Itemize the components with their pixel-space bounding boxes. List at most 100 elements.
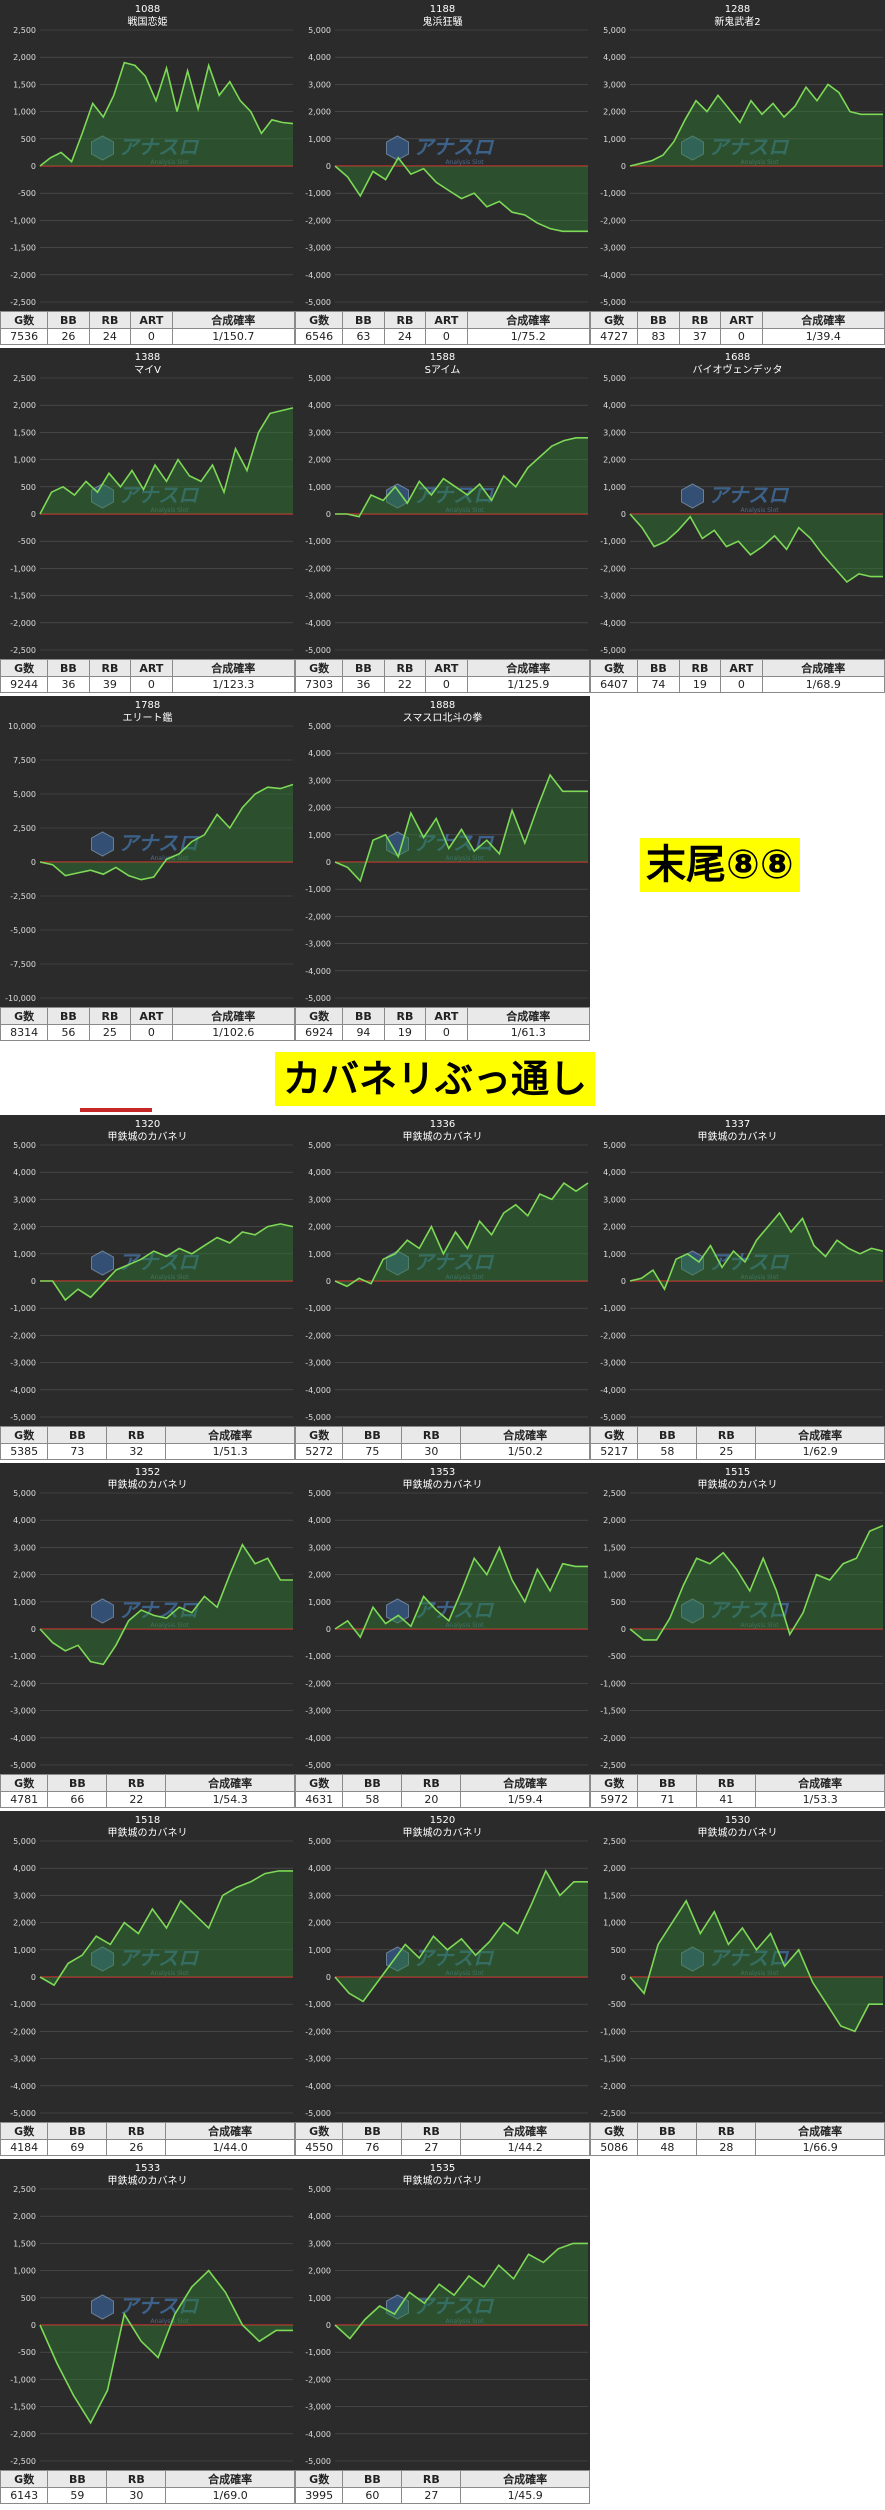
y-tick-label: -1,000 (600, 537, 626, 546)
series-area (335, 2243, 588, 2339)
stats-table: G数 BB RB 合成確率 4550 76 27 1/44.2 (294, 2122, 590, 2156)
stats-value-cell: 58 (637, 1443, 698, 1460)
machine-name: 甲鉄城のカバネリ (698, 1130, 778, 1143)
y-tick-label: 5,000 (603, 26, 626, 35)
y-tick-label: 1,000 (603, 135, 626, 144)
stats-header-cell: ART (130, 1007, 173, 1025)
y-tick-label: -2,000 (600, 216, 626, 225)
y-tick-label: -2,500 (600, 1761, 626, 1770)
machine-number: 1353 (430, 1467, 455, 1478)
machine-panel: 1353 甲鉄城のカバネリ 5,000 4,000 3,000 2,000 1,000 0 -1… (294, 1463, 590, 1808)
stats-table: G数 BB RB 合成確率 4631 58 20 1/59.4 (294, 1774, 590, 1808)
machine-number: 1337 (725, 1119, 750, 1130)
machine-name: 甲鉄城のカバネリ (108, 1478, 188, 1491)
watermark-subtext: Analysis Slot (446, 1274, 485, 1281)
stats-value-cell: 36 (47, 676, 90, 693)
payout-chart: 1388 マイV 2,500 2,000 1,500 1,000 500 0 -500 -1,00… (0, 348, 295, 659)
stats-value-row: 5086 48 28 1/66.9 (589, 2139, 885, 2156)
y-tick-label: 4,000 (13, 1168, 36, 1177)
y-tick-label: -1,500 (600, 1707, 626, 1716)
series-area (335, 1183, 588, 1287)
stats-header-row: G数 BB RB ART 合成確率 (589, 659, 885, 677)
y-tick-label: 2,500 (603, 1837, 626, 1846)
y-tick-label: -500 (18, 189, 36, 198)
watermark-subtext: Analysis Slot (446, 855, 485, 862)
stats-header-cell: BB (47, 311, 90, 329)
series-line (629, 83, 883, 167)
y-tick-label: -3,000 (305, 2403, 331, 2412)
y-tick-label: 3,000 (308, 1195, 331, 1204)
stats-header-cell: RB (696, 1426, 757, 1444)
y-tick-label: 2,500 (13, 26, 36, 35)
machine-panel: 1888 スマスロ北斗の拳 5,000 4,000 3,000 2,000 1,000 0 -1… (294, 696, 591, 1041)
y-tick-label: -4,000 (305, 619, 331, 628)
y-tick-label: -1,000 (600, 1304, 626, 1313)
stats-value-cell: 22 (106, 1791, 167, 1808)
stats-value-cell: 4184 (0, 2139, 49, 2156)
stats-value-cell: 4781 (0, 1791, 49, 1808)
machine-panel: 1788 エリート鑑 10,000 7,500 5,000 2,500 0 -2,500 -5,… (0, 696, 296, 1041)
y-tick-label: -2,500 (10, 298, 36, 307)
stats-header-row: G数 BB RB 合成確率 (0, 2122, 295, 2140)
y-tick-label: -2,000 (600, 564, 626, 573)
stats-header-cell: ART (130, 659, 173, 677)
y-tick-label: 3,000 (308, 776, 331, 785)
watermark-subtext: Analysis Slot (446, 1970, 485, 1977)
y-tick-label: -4,000 (10, 1734, 36, 1743)
stats-header-cell: G数 (0, 311, 49, 329)
payout-chart: 1320 甲鉄城のカバネリ 5,000 4,000 3,000 2,000 1,000 0 -1… (0, 1115, 295, 1426)
y-tick-label: 500 (21, 135, 36, 144)
series-area (40, 62, 293, 166)
stats-header-cell: 合成確率 (466, 311, 591, 329)
y-tick-label: 500 (611, 1598, 626, 1607)
stats-header-cell: 合成確率 (755, 2122, 885, 2140)
y-tick-label: 2,000 (603, 1864, 626, 1873)
watermark-text: アナスロ (119, 1946, 201, 1970)
y-tick-label: 4,000 (308, 1864, 331, 1873)
stats-header-cell: RB (401, 2122, 462, 2140)
stats-value-cell: 59 (47, 2487, 108, 2504)
y-tick-label: 5,000 (603, 374, 626, 383)
stats-value-row: 6924 94 19 0 1/61.3 (294, 1024, 591, 1041)
stats-value-cell: 0 (720, 676, 763, 693)
y-tick-label: -4,000 (305, 271, 331, 280)
y-tick-label: -5,000 (305, 298, 331, 307)
watermark-logo-icon (386, 1598, 409, 1624)
watermark-logo-icon (91, 483, 114, 509)
y-tick-label: -2,000 (600, 1734, 626, 1743)
machine-name: 甲鉄城のカバネリ (403, 2174, 483, 2187)
machine-panel: 1288 新鬼武者2 5,000 4,000 3,000 2,000 1,000 0 -1,00… (589, 0, 885, 345)
stats-value-cell: 36 (342, 676, 385, 693)
stats-table: G数 BB RB ART 合成確率 7536 26 24 0 1/150.7 (0, 311, 296, 345)
series-area (40, 784, 293, 880)
stats-value-row: 4727 83 37 0 1/39.4 (589, 328, 885, 345)
y-tick-label: -2,000 (305, 1679, 331, 1688)
y-tick-label: 2,000 (13, 1919, 36, 1928)
y-tick-label: -1,000 (10, 1652, 36, 1661)
stats-header-cell: BB (342, 2470, 403, 2488)
y-tick-label: 2,000 (13, 1223, 36, 1232)
watermark-subtext: Analysis Slot (446, 159, 485, 166)
y-tick-label: 1,000 (308, 483, 331, 492)
machine-number: 1352 (135, 1467, 160, 1478)
y-tick-label: -4,000 (305, 1386, 331, 1395)
stats-table: G数 BB RB ART 合成確率 6546 63 24 0 1/75.2 (294, 311, 591, 345)
y-tick-label: 2,000 (603, 1516, 626, 1525)
series-area (40, 2270, 293, 2423)
stats-value-row: 4550 76 27 1/44.2 (294, 2139, 590, 2156)
watermark-text: アナスロ (414, 831, 496, 855)
y-tick-label: 0 (326, 510, 331, 519)
stats-value-row: 5385 73 32 1/51.3 (0, 1443, 295, 1460)
stats-header-row: G数 BB RB 合成確率 (0, 1426, 295, 1444)
stats-value-cell: 1/62.9 (755, 1443, 885, 1460)
stats-table: G数 BB RB ART 合成確率 6407 74 19 0 1/68.9 (589, 659, 885, 693)
y-tick-label: 500 (611, 1946, 626, 1955)
series-line (334, 2242, 588, 2340)
y-tick-label: -2,000 (305, 912, 331, 921)
machine-name: 新鬼武者2 (714, 15, 760, 28)
watermark-text: アナスロ (119, 135, 201, 159)
